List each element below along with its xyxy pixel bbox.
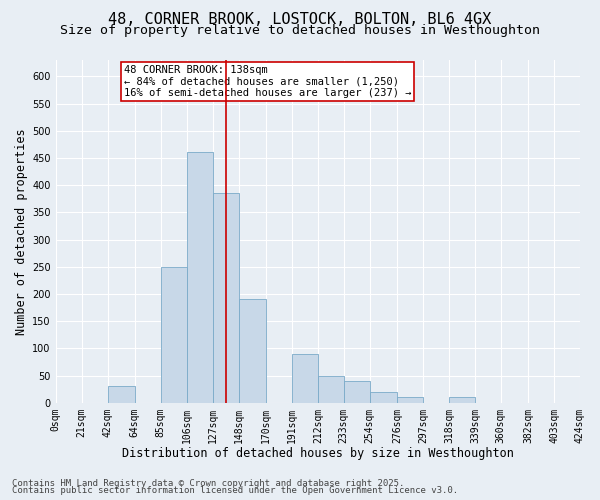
Bar <box>239 300 266 403</box>
Bar <box>213 194 239 402</box>
Bar <box>318 376 344 402</box>
Text: Contains HM Land Registry data © Crown copyright and database right 2025.: Contains HM Land Registry data © Crown c… <box>12 478 404 488</box>
Text: 48 CORNER BROOK: 138sqm
← 84% of detached houses are smaller (1,250)
16% of semi: 48 CORNER BROOK: 138sqm ← 84% of detache… <box>124 65 412 98</box>
X-axis label: Distribution of detached houses by size in Westhoughton: Distribution of detached houses by size … <box>122 447 514 460</box>
Bar <box>187 152 213 402</box>
Bar <box>107 386 135 402</box>
Y-axis label: Number of detached properties: Number of detached properties <box>15 128 28 334</box>
Text: Contains public sector information licensed under the Open Government Licence v3: Contains public sector information licen… <box>12 486 458 495</box>
Bar <box>161 266 187 402</box>
Bar <box>344 381 370 402</box>
Text: 48, CORNER BROOK, LOSTOCK, BOLTON, BL6 4GX: 48, CORNER BROOK, LOSTOCK, BOLTON, BL6 4… <box>109 12 491 28</box>
Bar <box>370 392 397 402</box>
Bar <box>397 398 423 402</box>
Text: Size of property relative to detached houses in Westhoughton: Size of property relative to detached ho… <box>60 24 540 37</box>
Bar <box>449 398 475 402</box>
Bar <box>292 354 318 403</box>
